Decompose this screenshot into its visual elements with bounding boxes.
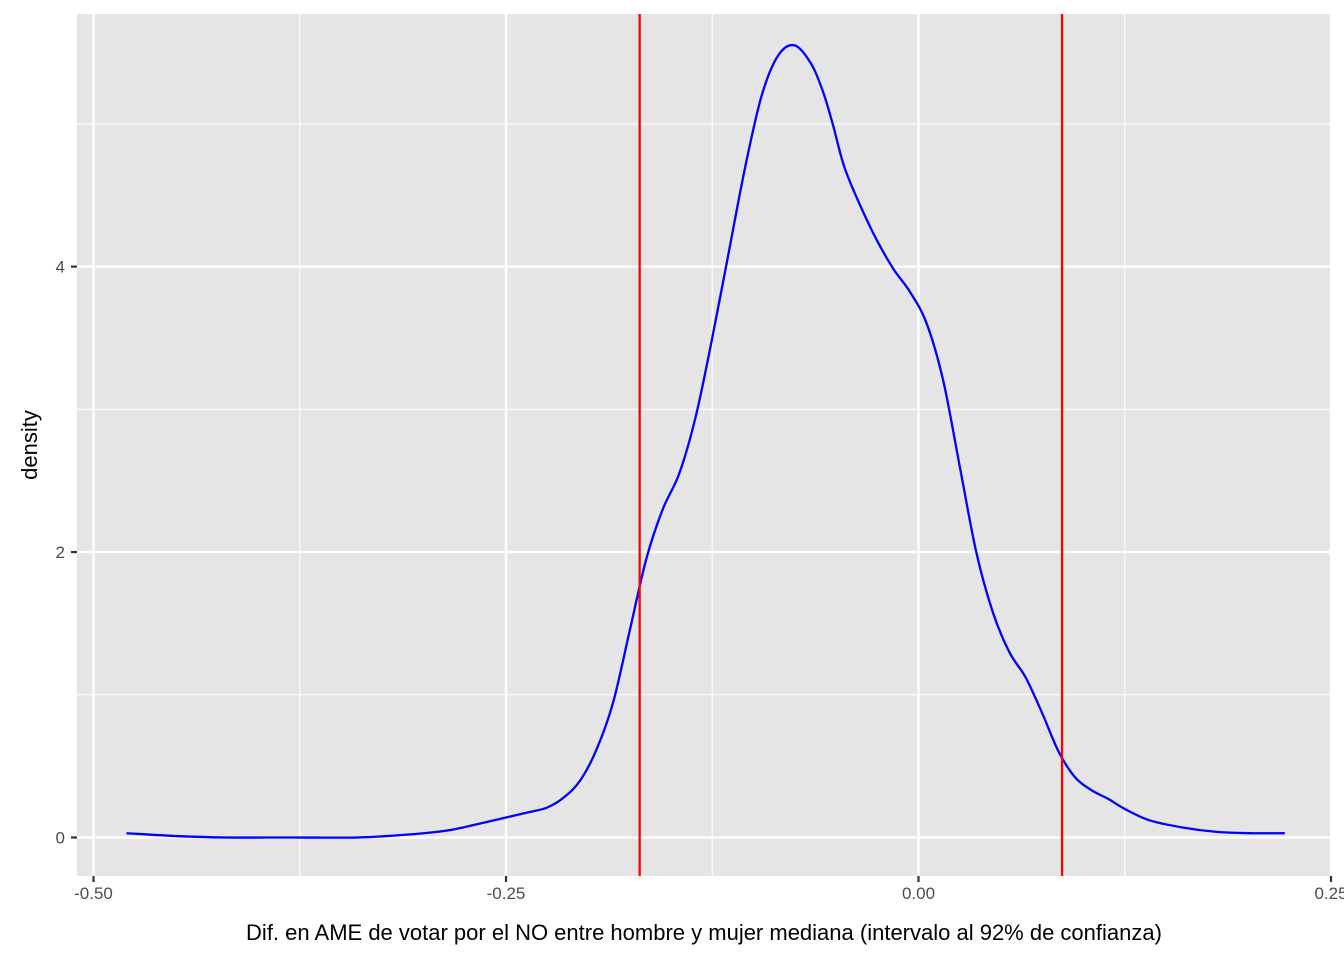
y-tick-label: 0 bbox=[56, 828, 65, 847]
y-axis-title: density bbox=[17, 410, 42, 480]
minor-gridlines bbox=[77, 14, 1331, 876]
y-tick-label: 4 bbox=[56, 258, 65, 277]
x-axis: -0.50 -0.25 0.00 0.25 bbox=[74, 876, 1344, 903]
x-tick-label: 0.25 bbox=[1314, 884, 1344, 903]
x-axis-title: Dif. en AME de votar por el NO entre hom… bbox=[246, 920, 1162, 945]
y-tick-label: 2 bbox=[56, 543, 65, 562]
x-tick-label: -0.50 bbox=[74, 884, 113, 903]
x-tick-label: -0.25 bbox=[487, 884, 526, 903]
y-axis: 0 2 4 bbox=[56, 258, 77, 847]
plot-panel bbox=[77, 14, 1331, 876]
interval-lines bbox=[638, 14, 1064, 876]
x-tick-label: 0.00 bbox=[902, 884, 935, 903]
